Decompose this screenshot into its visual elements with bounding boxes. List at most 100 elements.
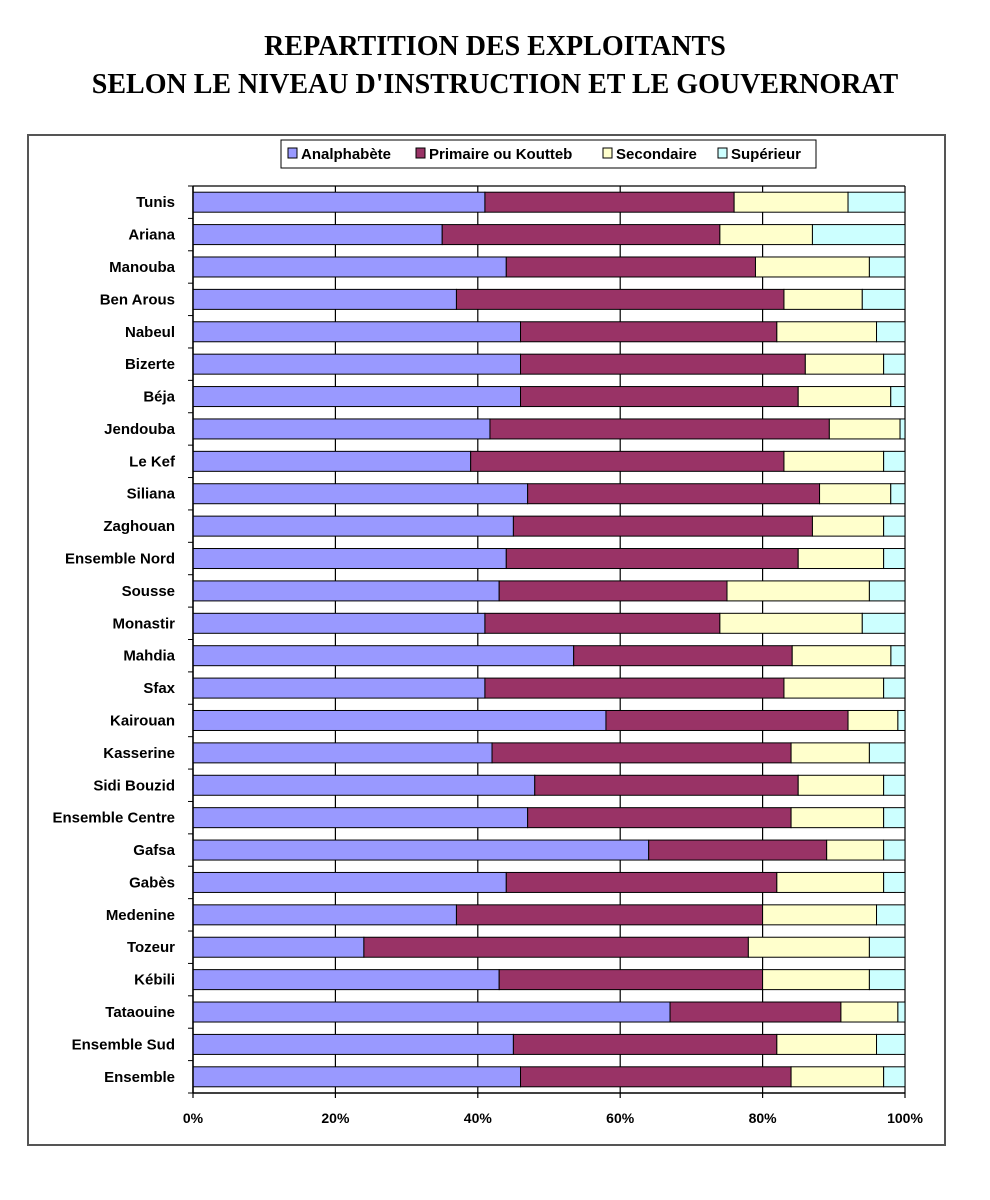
bar-segment-secondaire bbox=[811, 515, 885, 537]
category-label: Kasserine bbox=[103, 745, 175, 762]
bar-segment-primaire bbox=[484, 677, 785, 699]
category-label: Sfax bbox=[143, 680, 175, 697]
bar-segment-analphabete bbox=[192, 807, 529, 829]
legend-swatch-analphabete bbox=[287, 147, 298, 159]
bar-segment-analphabete bbox=[192, 612, 486, 634]
bar-segment-secondaire bbox=[719, 612, 863, 634]
bar-segment-primaire bbox=[669, 1001, 842, 1023]
bar-segment-superieur bbox=[899, 418, 906, 440]
bar-segment-primaire bbox=[534, 774, 799, 796]
bar-segment-superieur bbox=[868, 936, 906, 958]
bar-segment-primaire bbox=[470, 450, 785, 472]
bar-segment-superieur bbox=[883, 807, 906, 829]
category-label: Bizerte bbox=[125, 356, 175, 373]
bar-segment-secondaire bbox=[776, 871, 885, 893]
bar-segment-secondaire bbox=[726, 580, 870, 602]
category-label: Zaghouan bbox=[103, 518, 175, 535]
category-label: Ensemble Centre bbox=[52, 810, 175, 827]
category-label: Jendouba bbox=[104, 421, 175, 438]
bar-segment-secondaire bbox=[747, 936, 870, 958]
bar-segment-secondaire bbox=[797, 548, 885, 570]
bar-segment-secondaire bbox=[790, 742, 870, 764]
x-tick-label: 60% bbox=[606, 1110, 635, 1126]
category-label: Sousse bbox=[122, 583, 175, 600]
bar-segment-analphabete bbox=[192, 548, 507, 570]
bar-segment-analphabete bbox=[192, 1066, 522, 1088]
bar-segment-analphabete bbox=[192, 418, 491, 440]
bar-segment-primaire bbox=[441, 224, 721, 246]
category-label: Gabès bbox=[129, 874, 175, 891]
bar-segment-secondaire bbox=[762, 969, 870, 991]
bar-segment-secondaire bbox=[719, 224, 813, 246]
bar-segment-primaire bbox=[505, 256, 756, 278]
legend-label: Secondaire bbox=[616, 146, 697, 163]
bar-segment-primaire bbox=[505, 871, 778, 893]
bar-segment-secondaire bbox=[754, 256, 870, 278]
legend-swatch-secondaire bbox=[602, 147, 613, 159]
category-label: Tozeur bbox=[127, 939, 175, 956]
x-tick-label: 20% bbox=[321, 1110, 350, 1126]
category-label: Gafsa bbox=[133, 842, 175, 859]
legend-label: Analphabète bbox=[301, 146, 391, 163]
bar-segment-secondaire bbox=[762, 904, 878, 926]
bar-segment-superieur bbox=[861, 612, 906, 634]
bar-segment-superieur bbox=[883, 871, 906, 893]
category-label: Ariana bbox=[128, 227, 175, 244]
bar-segment-superieur bbox=[883, 353, 906, 375]
category-label: Ensemble bbox=[104, 1069, 175, 1086]
legend-label: Supérieur bbox=[731, 146, 801, 163]
category-label: Manouba bbox=[109, 259, 175, 276]
bar-segment-primaire bbox=[520, 386, 799, 408]
bar-segment-analphabete bbox=[192, 645, 575, 667]
bar-segment-superieur bbox=[883, 774, 906, 796]
category-label: Ben Arous bbox=[100, 291, 175, 308]
bar-segment-superieur bbox=[847, 191, 906, 213]
bar-segment-analphabete bbox=[192, 256, 507, 278]
chart-title: REPARTITION DES EXPLOITANTS SELON LE NIV… bbox=[0, 28, 990, 104]
bar-segment-primaire bbox=[455, 288, 785, 310]
bar-segment-analphabete bbox=[192, 515, 514, 537]
bar-segment-primaire bbox=[363, 936, 749, 958]
legend-swatch-primaire bbox=[415, 147, 426, 159]
bar-segment-secondaire bbox=[790, 1066, 885, 1088]
bar-segment-primaire bbox=[489, 418, 830, 440]
category-label: Kébili bbox=[134, 972, 175, 989]
bar-segment-superieur bbox=[890, 645, 906, 667]
bar-segment-analphabete bbox=[192, 742, 493, 764]
bar-segment-secondaire bbox=[804, 353, 885, 375]
bar-segment-primaire bbox=[455, 904, 764, 926]
bar-segment-secondaire bbox=[826, 839, 885, 861]
category-label: Tunis bbox=[136, 194, 175, 211]
bar-segment-analphabete bbox=[192, 774, 536, 796]
bar-segment-primaire bbox=[491, 742, 792, 764]
x-tick-label: 80% bbox=[749, 1110, 778, 1126]
category-label: Béja bbox=[143, 389, 175, 406]
bar-segment-primaire bbox=[498, 580, 728, 602]
bar-segment-analphabete bbox=[192, 936, 365, 958]
bar-segment-primaire bbox=[484, 612, 721, 634]
bar-segment-primaire bbox=[527, 483, 821, 505]
bar-segment-primaire bbox=[512, 1033, 778, 1055]
bar-segment-secondaire bbox=[828, 418, 901, 440]
bar-segment-analphabete bbox=[192, 677, 486, 699]
bar-segment-superieur bbox=[883, 1066, 906, 1088]
category-label: Siliana bbox=[127, 486, 176, 503]
category-label: Nabeul bbox=[125, 324, 175, 341]
bar-segment-analphabete bbox=[192, 483, 529, 505]
category-label: Sidi Bouzid bbox=[93, 777, 175, 794]
bar-segment-secondaire bbox=[733, 191, 849, 213]
bar-segment-primaire bbox=[512, 515, 813, 537]
bar-segment-superieur bbox=[868, 580, 906, 602]
bar-segment-superieur bbox=[876, 904, 906, 926]
bar-segment-secondaire bbox=[776, 321, 878, 343]
bar-segment-analphabete bbox=[192, 904, 457, 926]
category-label: Monastir bbox=[112, 615, 175, 632]
bar-segment-secondaire bbox=[791, 645, 892, 667]
bar-segment-secondaire bbox=[840, 1001, 899, 1023]
bar-segment-secondaire bbox=[783, 288, 863, 310]
bar-segment-primaire bbox=[648, 839, 828, 861]
bar-segment-secondaire bbox=[783, 677, 885, 699]
legend-label: Primaire ou Koutteb bbox=[429, 146, 572, 163]
bar-segment-analphabete bbox=[192, 580, 500, 602]
